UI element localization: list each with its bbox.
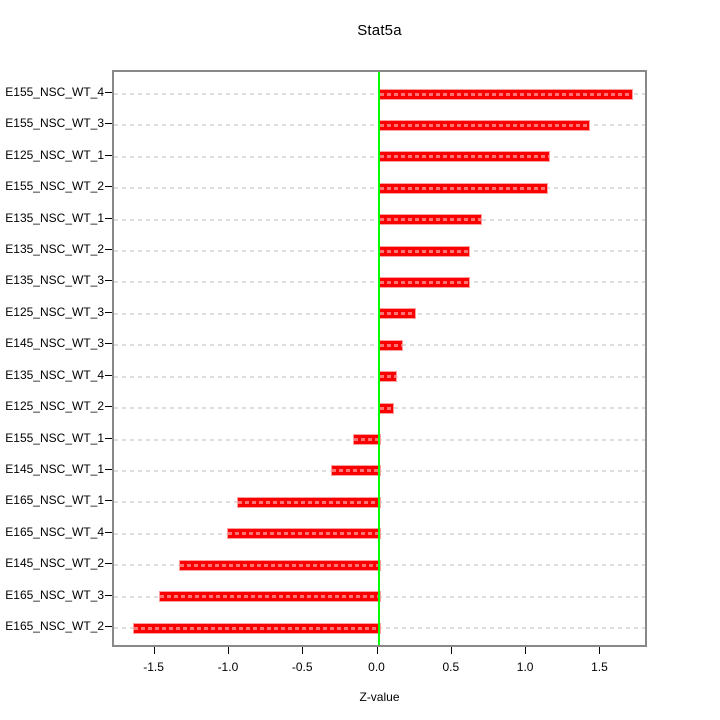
y-axis-label: E125_NSC_WT_3 — [5, 304, 104, 319]
y-axis-tick — [105, 92, 112, 93]
bar-dash-pattern — [379, 186, 548, 190]
y-axis-tick — [105, 468, 112, 470]
y-axis-tick — [105, 311, 112, 313]
bar — [378, 182, 549, 194]
x-axis-tick-label: 1.5 — [591, 660, 608, 674]
plot-area — [112, 70, 647, 647]
y-axis-tick — [105, 594, 112, 596]
y-axis-label: E145_NSC_WT_1 — [5, 461, 104, 476]
y-axis-tick — [105, 280, 112, 282]
y-axis-label: E125_NSC_WT_2 — [5, 399, 104, 414]
bar — [378, 88, 634, 100]
y-axis-tick — [105, 437, 112, 439]
bar-dash-pattern — [379, 155, 549, 159]
x-axis-tick-label: -1.0 — [217, 660, 239, 674]
y-axis-label: E155_NSC_WT_2 — [5, 179, 104, 194]
bar-dash-pattern — [379, 92, 633, 96]
bar-dash-pattern — [159, 595, 380, 599]
bar — [237, 496, 381, 508]
bar — [378, 214, 482, 226]
y-axis-label: E145_NSC_WT_2 — [5, 556, 104, 571]
y-axis-label: E165_NSC_WT_2 — [5, 619, 104, 633]
x-axis-tick — [153, 647, 155, 654]
bar — [226, 528, 381, 540]
y-axis-label: E165_NSC_WT_4 — [5, 524, 104, 539]
bar-dash-pattern — [379, 312, 416, 316]
x-axis-tick — [450, 647, 452, 654]
y-axis-tick — [105, 123, 112, 125]
y-axis-label: E135_NSC_WT_3 — [5, 273, 104, 288]
bar-dash-pattern — [379, 343, 402, 347]
x-axis-tick-label: -0.5 — [291, 660, 313, 674]
x-axis-tick-label: 1.0 — [516, 660, 534, 674]
bar-dash-pattern — [180, 563, 380, 567]
bar — [353, 434, 381, 446]
y-axis-tick — [105, 374, 112, 376]
y-axis-tick — [105, 626, 112, 627]
bar — [133, 622, 381, 634]
bar-dash-pattern — [331, 469, 380, 473]
y-axis-tick — [105, 249, 112, 251]
bar — [179, 559, 381, 571]
x-axis-tick — [376, 647, 378, 654]
bar — [378, 151, 550, 163]
bar-dash-pattern — [379, 249, 469, 253]
bar — [158, 591, 381, 603]
y-axis-label: E135_NSC_WT_4 — [5, 367, 104, 382]
y-axis-tick — [105, 217, 112, 219]
bar — [378, 245, 470, 257]
y-axis-label: E145_NSC_WT_3 — [5, 336, 104, 351]
x-axis-tick — [227, 647, 229, 654]
zero-reference-line — [377, 72, 380, 645]
y-axis-tick — [105, 343, 112, 345]
x-axis-tick — [525, 647, 527, 654]
bar-dash-pattern — [134, 626, 380, 630]
x-axis-tick-label: 0.5 — [442, 660, 460, 674]
x-axis-tick-label: -1.5 — [143, 660, 164, 674]
x-axis-tick-label: 0.0 — [368, 660, 385, 674]
y-axis-label: E135_NSC_WT_2 — [5, 242, 104, 257]
bar-dash-pattern — [379, 406, 393, 410]
bar-dash-pattern — [227, 532, 380, 536]
bar — [330, 465, 381, 477]
chart-title: Stat5a — [357, 22, 402, 39]
y-axis-tick — [105, 186, 112, 188]
y-axis-label: E155_NSC_WT_3 — [5, 116, 104, 131]
y-axis-label: E165_NSC_WT_3 — [5, 587, 104, 602]
x-axis-tick — [302, 647, 304, 654]
bar-dash-pattern — [354, 438, 380, 442]
x-axis-title: Z-value — [359, 690, 400, 704]
y-axis-label: E135_NSC_WT_1 — [5, 210, 104, 225]
y-axis-tick — [105, 563, 112, 565]
bar-dash-pattern — [379, 280, 469, 284]
bar — [378, 339, 403, 351]
y-axis-tick — [105, 154, 112, 156]
y-axis-label: E125_NSC_WT_1 — [5, 147, 104, 162]
bar — [378, 119, 591, 131]
bar-dash-pattern — [238, 500, 380, 504]
bar-dash-pattern — [379, 375, 396, 379]
y-axis-tick — [105, 531, 112, 533]
y-axis-label: E155_NSC_WT_4 — [5, 85, 104, 99]
bar — [378, 402, 394, 414]
bar — [378, 371, 397, 383]
y-axis-label: E155_NSC_WT_1 — [5, 430, 104, 445]
y-axis-tick — [105, 500, 112, 502]
bar-dash-pattern — [379, 123, 590, 127]
y-axis-tick — [105, 406, 112, 408]
y-axis-label: E165_NSC_WT_1 — [5, 493, 104, 508]
bar — [378, 308, 417, 320]
bar-dash-pattern — [379, 218, 481, 222]
x-axis-tick — [599, 647, 601, 654]
bar — [378, 276, 470, 288]
